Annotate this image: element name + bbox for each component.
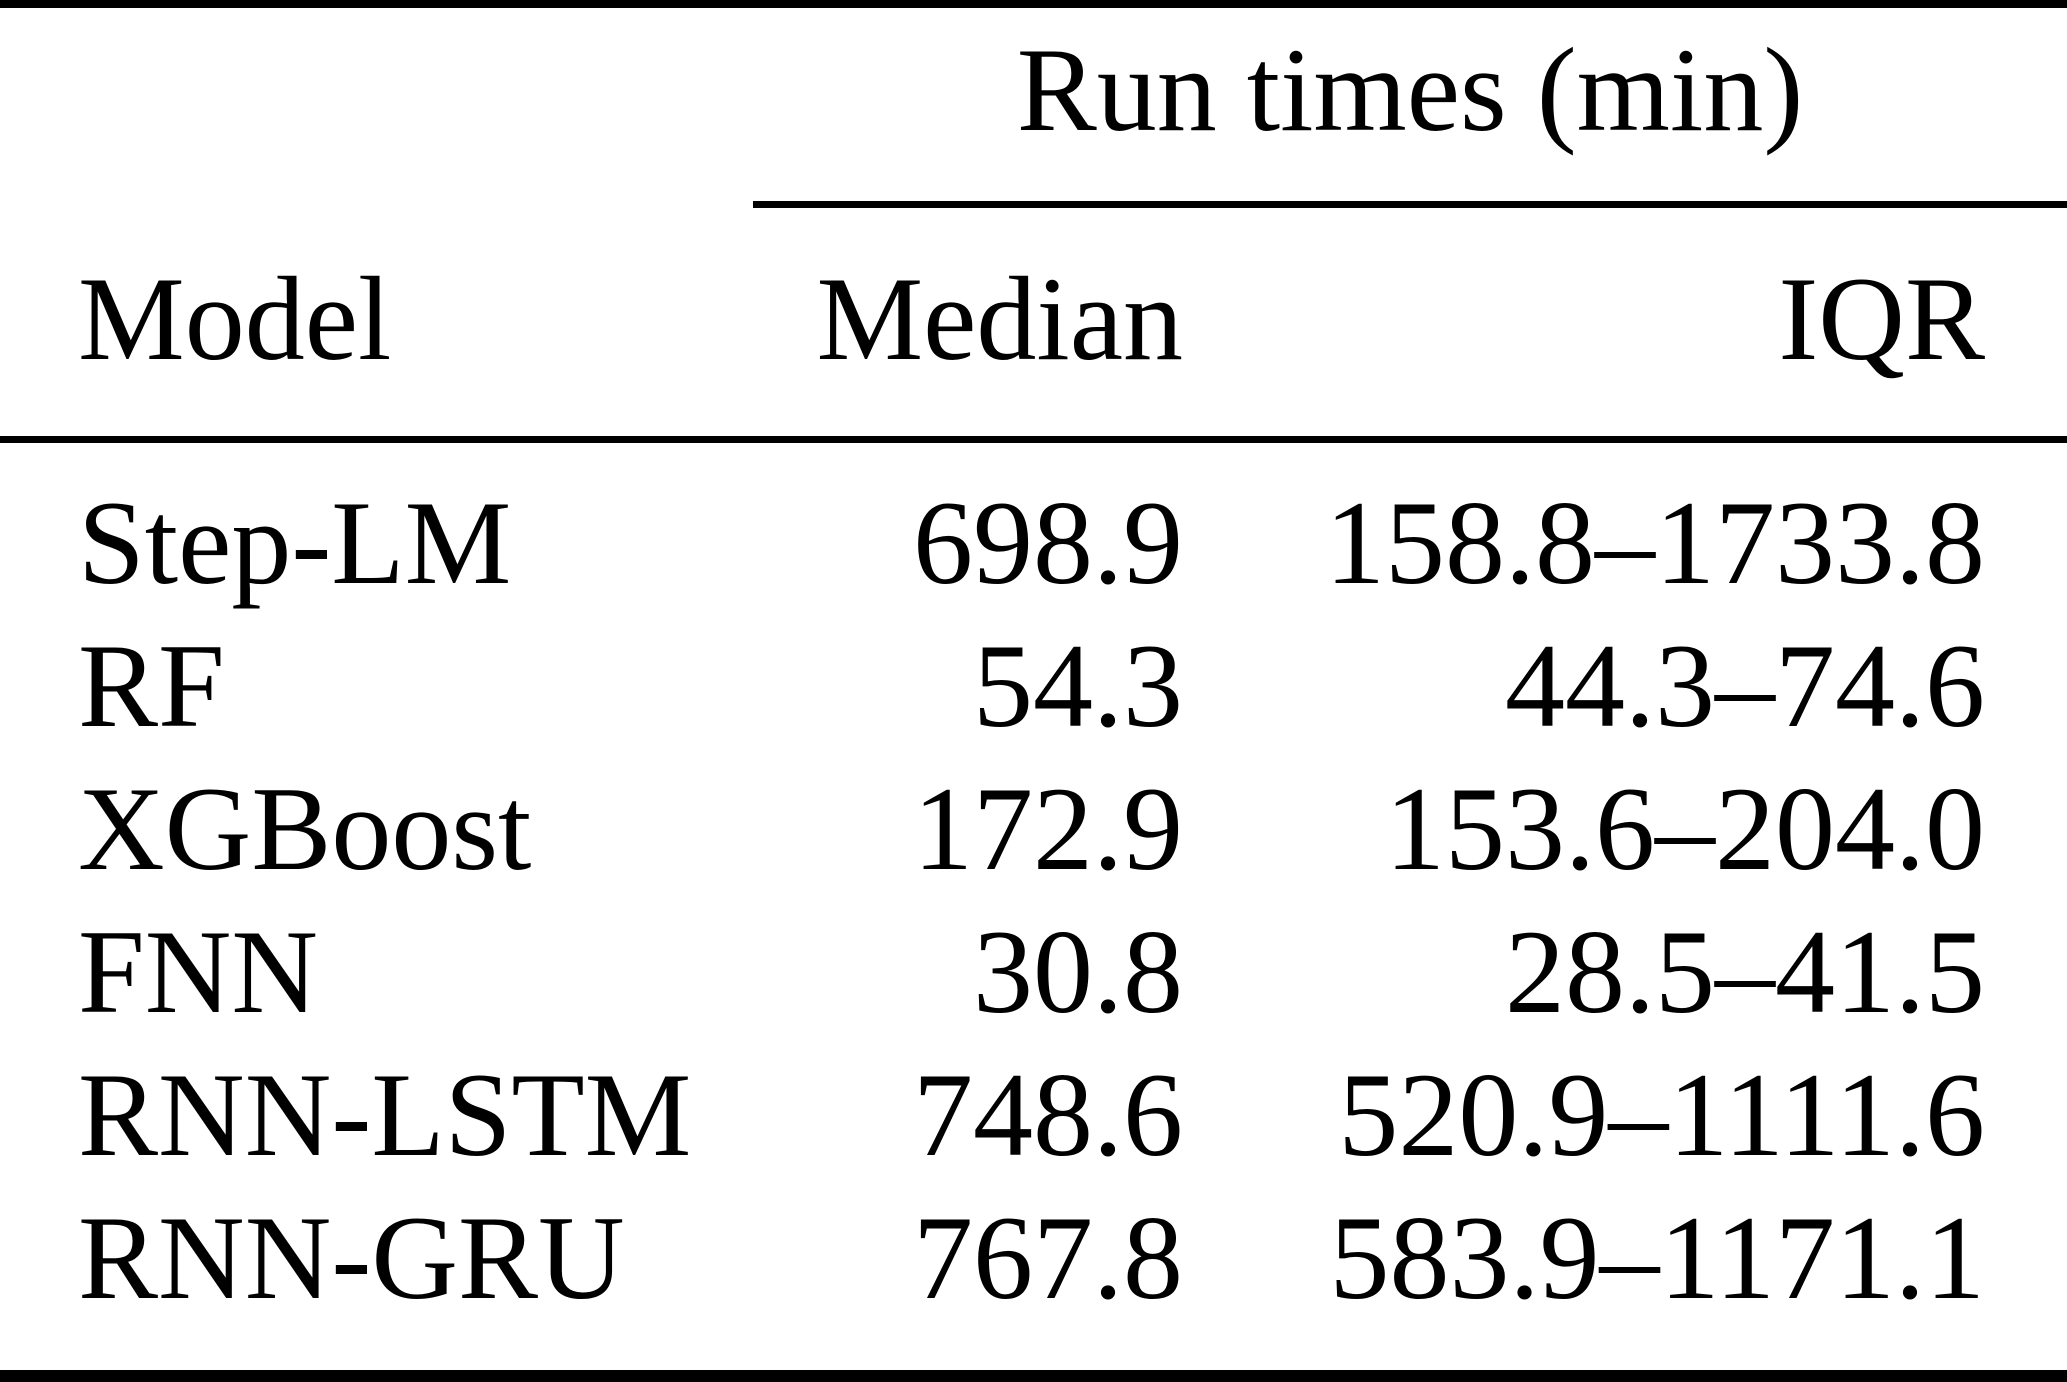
median-column: 698.9 54.3 172.9 30.8 748.6 767.8 (913, 471, 1183, 1329)
median-cell: 30.8 (973, 905, 1183, 1038)
iqr-cell: 28.5–41.5 (1505, 905, 1985, 1038)
column-header-iqr: IQR (1778, 252, 1985, 385)
median-cell: 748.6 (913, 1048, 1183, 1181)
median-cell: 54.3 (973, 619, 1183, 752)
top-rule (0, 0, 2067, 8)
model-cell: RNN-LSTM (78, 1048, 692, 1181)
iqr-cell: 153.6–204.0 (1385, 762, 1985, 895)
model-cell: RF (78, 619, 225, 752)
model-cell: XGBoost (78, 762, 532, 895)
iqr-cell: 583.9–1171.1 (1329, 1191, 1985, 1324)
iqr-cell: 44.3–74.6 (1505, 619, 1985, 752)
column-header-median: Median (816, 252, 1183, 385)
model-cell: RNN-GRU (78, 1191, 625, 1324)
median-cell: 172.9 (913, 762, 1183, 895)
bottom-rule (0, 1370, 2067, 1382)
model-cell: Step-LM (78, 476, 512, 609)
header-rule (0, 436, 2067, 443)
model-cell: FNN (78, 905, 319, 1038)
run-times-span-rule (753, 201, 2067, 208)
iqr-column: 158.8–1733.8 44.3–74.6 153.6–204.0 28.5–… (1325, 471, 1985, 1329)
median-cell: 698.9 (913, 476, 1183, 609)
group-header-run-times: Run times (min) (1016, 23, 1804, 156)
column-header-model: Model (78, 252, 392, 385)
iqr-cell: 520.9–1111.6 (1338, 1048, 1985, 1181)
iqr-cell: 158.8–1733.8 (1325, 476, 1985, 609)
model-column: Step-LM RF XGBoost FNN RNN-LSTM RNN-GRU (78, 471, 691, 1329)
median-cell: 767.8 (913, 1191, 1183, 1324)
